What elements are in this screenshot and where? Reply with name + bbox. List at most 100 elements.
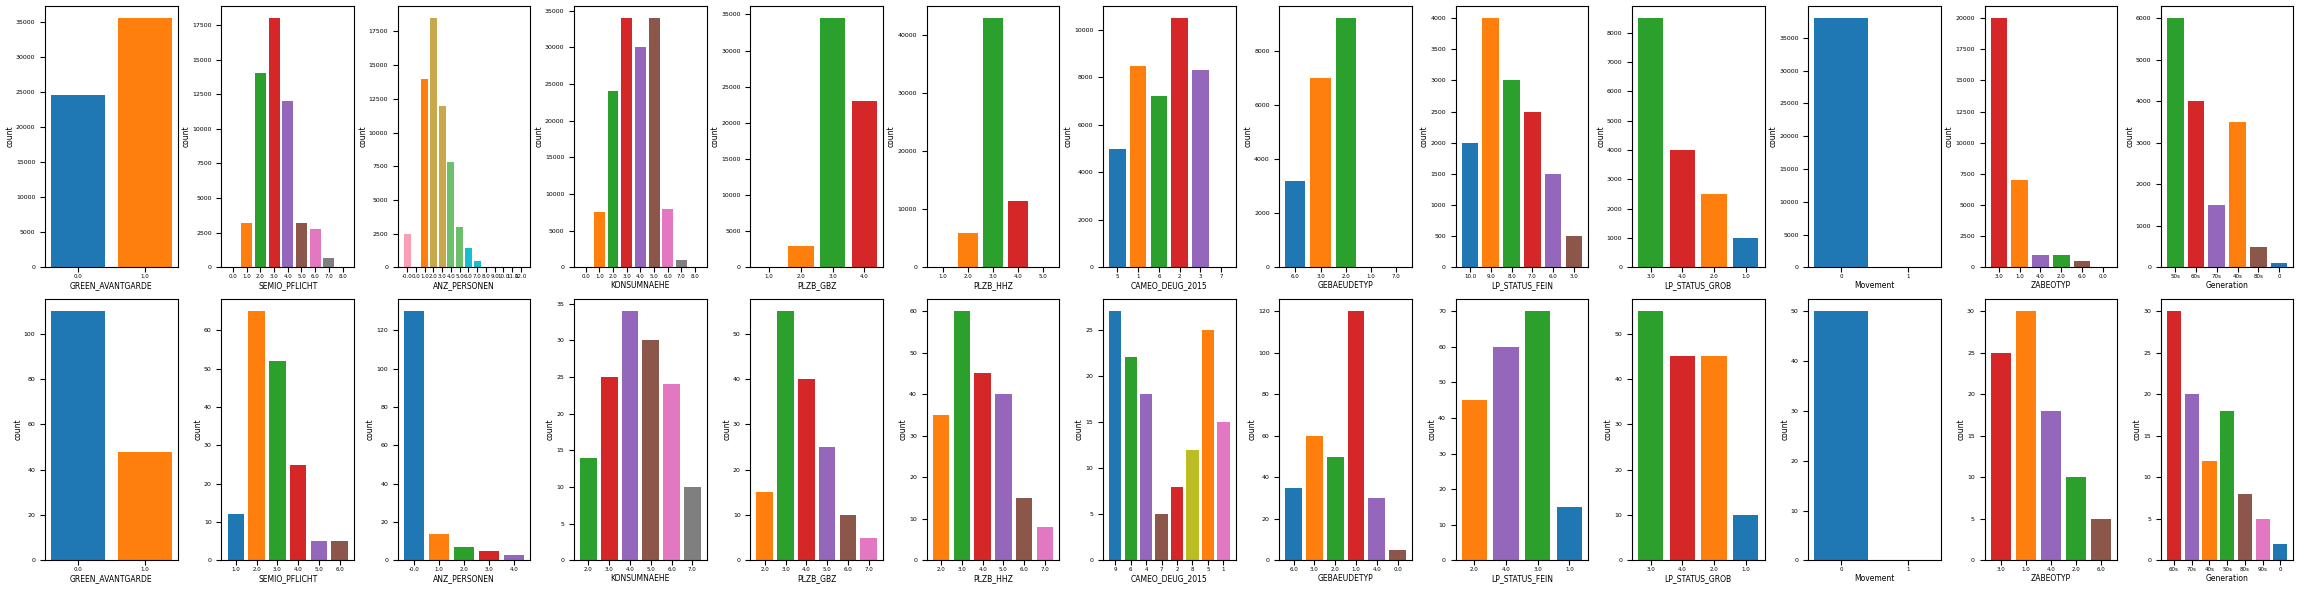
Bar bbox=[228, 514, 244, 560]
X-axis label: PLZB_GBZ: PLZB_GBZ bbox=[798, 574, 837, 584]
Bar bbox=[269, 361, 285, 560]
Bar bbox=[2184, 394, 2198, 560]
X-axis label: CAMEO_DEUG_2015: CAMEO_DEUG_2015 bbox=[1131, 574, 1207, 584]
X-axis label: ZABEOTYP: ZABEOTYP bbox=[2030, 282, 2071, 290]
Bar bbox=[789, 246, 814, 267]
X-axis label: GREEN_AVANTGARDE: GREEN_AVANTGARDE bbox=[71, 282, 152, 290]
X-axis label: Movement: Movement bbox=[1855, 282, 1894, 290]
Bar bbox=[2237, 494, 2253, 560]
Bar bbox=[933, 415, 949, 560]
Bar bbox=[2016, 311, 2037, 560]
Y-axis label: count: count bbox=[2124, 125, 2133, 147]
Bar bbox=[310, 541, 326, 560]
Y-axis label: count: count bbox=[193, 419, 202, 441]
Y-axis label: count: count bbox=[1428, 419, 1437, 441]
Bar bbox=[1524, 311, 1550, 560]
Y-axis label: count: count bbox=[1076, 419, 1085, 441]
Bar bbox=[2074, 261, 2090, 267]
Bar bbox=[662, 385, 681, 560]
Bar bbox=[1462, 400, 1487, 560]
Bar bbox=[430, 534, 448, 560]
X-axis label: Generation: Generation bbox=[2205, 282, 2248, 290]
Bar bbox=[117, 18, 172, 267]
Bar bbox=[821, 18, 846, 267]
Bar bbox=[2202, 461, 2216, 560]
Bar bbox=[607, 91, 618, 267]
Bar bbox=[455, 227, 462, 267]
Bar bbox=[798, 379, 814, 560]
Bar bbox=[1172, 18, 1189, 267]
X-axis label: LP_STATUS_GROB: LP_STATUS_GROB bbox=[1664, 574, 1731, 584]
Bar bbox=[1129, 65, 1147, 267]
Bar bbox=[248, 311, 264, 560]
Bar bbox=[1108, 148, 1127, 267]
Bar bbox=[1462, 143, 1478, 267]
Y-axis label: count: count bbox=[1768, 125, 1777, 147]
Bar bbox=[405, 311, 423, 560]
Y-axis label: count: count bbox=[1244, 125, 1253, 147]
X-axis label: LP_STATUS_GROB: LP_STATUS_GROB bbox=[1664, 282, 1731, 290]
Bar bbox=[1150, 97, 1168, 267]
Bar bbox=[1007, 201, 1028, 267]
Bar bbox=[430, 18, 437, 267]
Bar bbox=[1483, 18, 1499, 267]
Bar bbox=[860, 538, 876, 560]
Bar bbox=[1285, 181, 1306, 267]
Bar bbox=[1336, 18, 1356, 267]
Bar bbox=[2221, 411, 2235, 560]
Bar bbox=[2189, 101, 2205, 267]
Bar bbox=[1108, 311, 1122, 560]
Y-axis label: count: count bbox=[1956, 419, 1966, 441]
Y-axis label: count: count bbox=[547, 419, 554, 441]
Bar bbox=[51, 95, 106, 267]
Bar bbox=[1347, 311, 1363, 560]
Bar bbox=[1733, 515, 1759, 560]
Bar bbox=[818, 447, 835, 560]
Bar bbox=[2255, 519, 2269, 560]
Bar bbox=[995, 394, 1012, 560]
Y-axis label: count: count bbox=[14, 419, 23, 441]
Bar bbox=[756, 492, 772, 560]
Bar bbox=[283, 101, 294, 267]
Bar bbox=[1814, 311, 1867, 560]
Bar bbox=[324, 257, 333, 267]
X-axis label: KONSUMNAEHE: KONSUMNAEHE bbox=[612, 574, 669, 584]
X-axis label: GEBAEUDETYP: GEBAEUDETYP bbox=[1317, 574, 1373, 584]
X-axis label: KONSUMNAEHE: KONSUMNAEHE bbox=[612, 282, 669, 290]
Bar bbox=[1202, 330, 1214, 560]
X-axis label: ANZ_PERSONEN: ANZ_PERSONEN bbox=[432, 574, 494, 584]
Y-axis label: count: count bbox=[899, 419, 908, 441]
Bar bbox=[503, 555, 524, 560]
Y-axis label: count: count bbox=[1248, 419, 1258, 441]
Bar bbox=[685, 487, 701, 560]
Bar bbox=[2271, 263, 2288, 267]
Bar bbox=[1524, 111, 1540, 267]
Bar bbox=[1037, 527, 1053, 560]
Bar bbox=[1310, 78, 1331, 267]
Bar bbox=[2274, 544, 2288, 560]
Bar bbox=[1733, 238, 1759, 267]
Bar bbox=[1186, 449, 1198, 560]
Bar bbox=[1701, 194, 1727, 267]
Bar bbox=[474, 260, 480, 267]
Bar bbox=[2168, 311, 2182, 560]
Bar bbox=[1669, 150, 1694, 267]
Y-axis label: count: count bbox=[1064, 125, 1074, 147]
X-axis label: SEMIO_PFLICHT: SEMIO_PFLICHT bbox=[257, 282, 317, 290]
Y-axis label: count: count bbox=[2133, 419, 2143, 441]
X-axis label: GEBAEUDETYP: GEBAEUDETYP bbox=[1317, 282, 1373, 290]
Bar bbox=[1991, 18, 2007, 267]
X-axis label: LP_STATUS_FEIN: LP_STATUS_FEIN bbox=[1492, 574, 1552, 584]
Y-axis label: count: count bbox=[887, 125, 897, 147]
Bar bbox=[2230, 122, 2246, 267]
Bar bbox=[1545, 174, 1561, 267]
Bar bbox=[1566, 236, 1582, 267]
Y-axis label: count: count bbox=[1605, 419, 1614, 441]
Y-axis label: count: count bbox=[1421, 125, 1430, 147]
X-axis label: ANZ_PERSONEN: ANZ_PERSONEN bbox=[432, 282, 494, 290]
Bar bbox=[1016, 498, 1032, 560]
Bar bbox=[2168, 18, 2184, 267]
Bar bbox=[290, 465, 306, 560]
Bar bbox=[241, 223, 253, 267]
Bar bbox=[1327, 456, 1343, 560]
